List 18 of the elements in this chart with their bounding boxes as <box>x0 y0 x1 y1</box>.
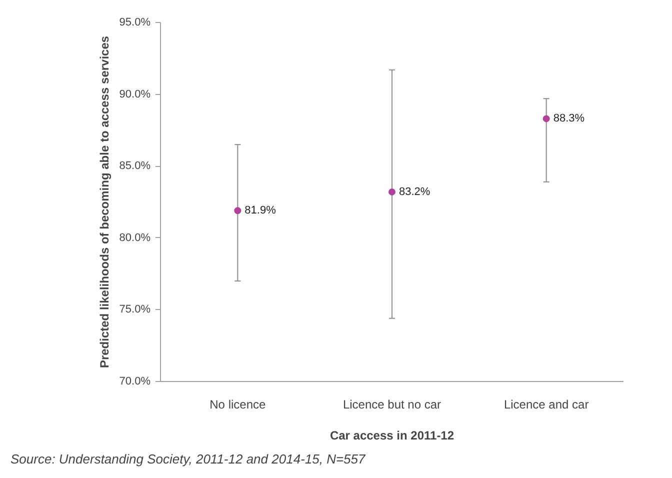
x-tick-label: No licence <box>210 398 266 412</box>
x-tick-label: Licence and car <box>504 398 589 412</box>
x-tick-label: Licence but no car <box>342 398 442 412</box>
y-tick-label: 70.0% <box>119 376 151 388</box>
data-label: 81.9% <box>244 204 276 217</box>
source-note: Source: Understanding Society, 2011-12 and 2014-15, N=557 <box>10 452 366 466</box>
x-axis-title: Car access in 2011-12 <box>330 428 454 442</box>
y-axis-title: Predicted likelihoods of becoming able to access services <box>97 36 112 368</box>
y-tick-label: 95.0% <box>119 16 151 28</box>
y-tick-label: 80.0% <box>119 232 151 244</box>
point <box>388 188 396 196</box>
y-tick-label: 90.0% <box>119 88 151 100</box>
y-tick-label: 75.0% <box>119 304 151 316</box>
data-label: 83.2% <box>399 186 430 198</box>
y-tick-label: 85.0% <box>119 160 151 172</box>
point <box>234 207 242 214</box>
data-label: 88.3% <box>553 112 585 125</box>
point <box>542 115 550 122</box>
